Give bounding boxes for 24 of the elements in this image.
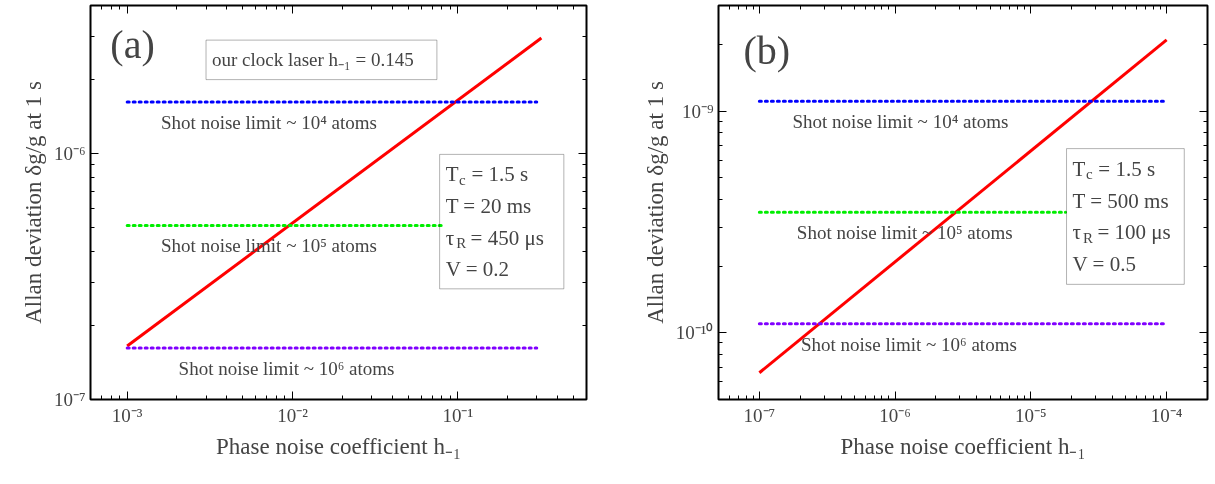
annotation: (a) [110, 22, 155, 68]
x-tick-label: 10⁻² [277, 404, 309, 426]
x-tick-label: 10⁻⁵ [1015, 404, 1047, 426]
x-tick-label: 10⁻⁷ [743, 404, 776, 426]
x-tick-label: 10⁻¹ [442, 404, 474, 426]
x-tick-label: 10⁻⁴ [1150, 404, 1183, 426]
y-tick-label: 10⁻⁹ [681, 100, 714, 122]
y-axis-title: Allan deviation δg/g at 1 s [20, 81, 46, 324]
x-tick-label: 10⁻⁶ [879, 404, 911, 426]
x-axis-title: Phase noise coefficient h₋₁ [840, 433, 1086, 459]
annotation: our clock laser h₋₁ = 0.145 [212, 49, 414, 71]
y-tick-label: 10⁻¹⁰ [675, 322, 714, 344]
annotation: T = 500 ms [1072, 188, 1169, 213]
annotation: Shot noise limit ~ 10⁴ atoms [161, 112, 377, 134]
x-axis-title: Phase noise coefficient h₋₁ [216, 433, 461, 459]
annotation: V = 0.5 [1072, 252, 1136, 277]
annotation: Shot noise limit ~ 10⁶ atoms [178, 357, 395, 379]
x-tick-label: 10⁻³ [111, 404, 143, 426]
annotation: Shot noise limit ~ 10⁴ atoms [792, 111, 1009, 133]
y-axis-title: Allan deviation δg/g at 1 s [642, 81, 668, 324]
annotation: (b) [743, 27, 791, 73]
annotation: V = 0.2 [445, 257, 510, 282]
annotation: T = 20 ms [445, 194, 532, 219]
annotation: Shot noise limit ~ 10⁶ atoms [800, 333, 1017, 355]
